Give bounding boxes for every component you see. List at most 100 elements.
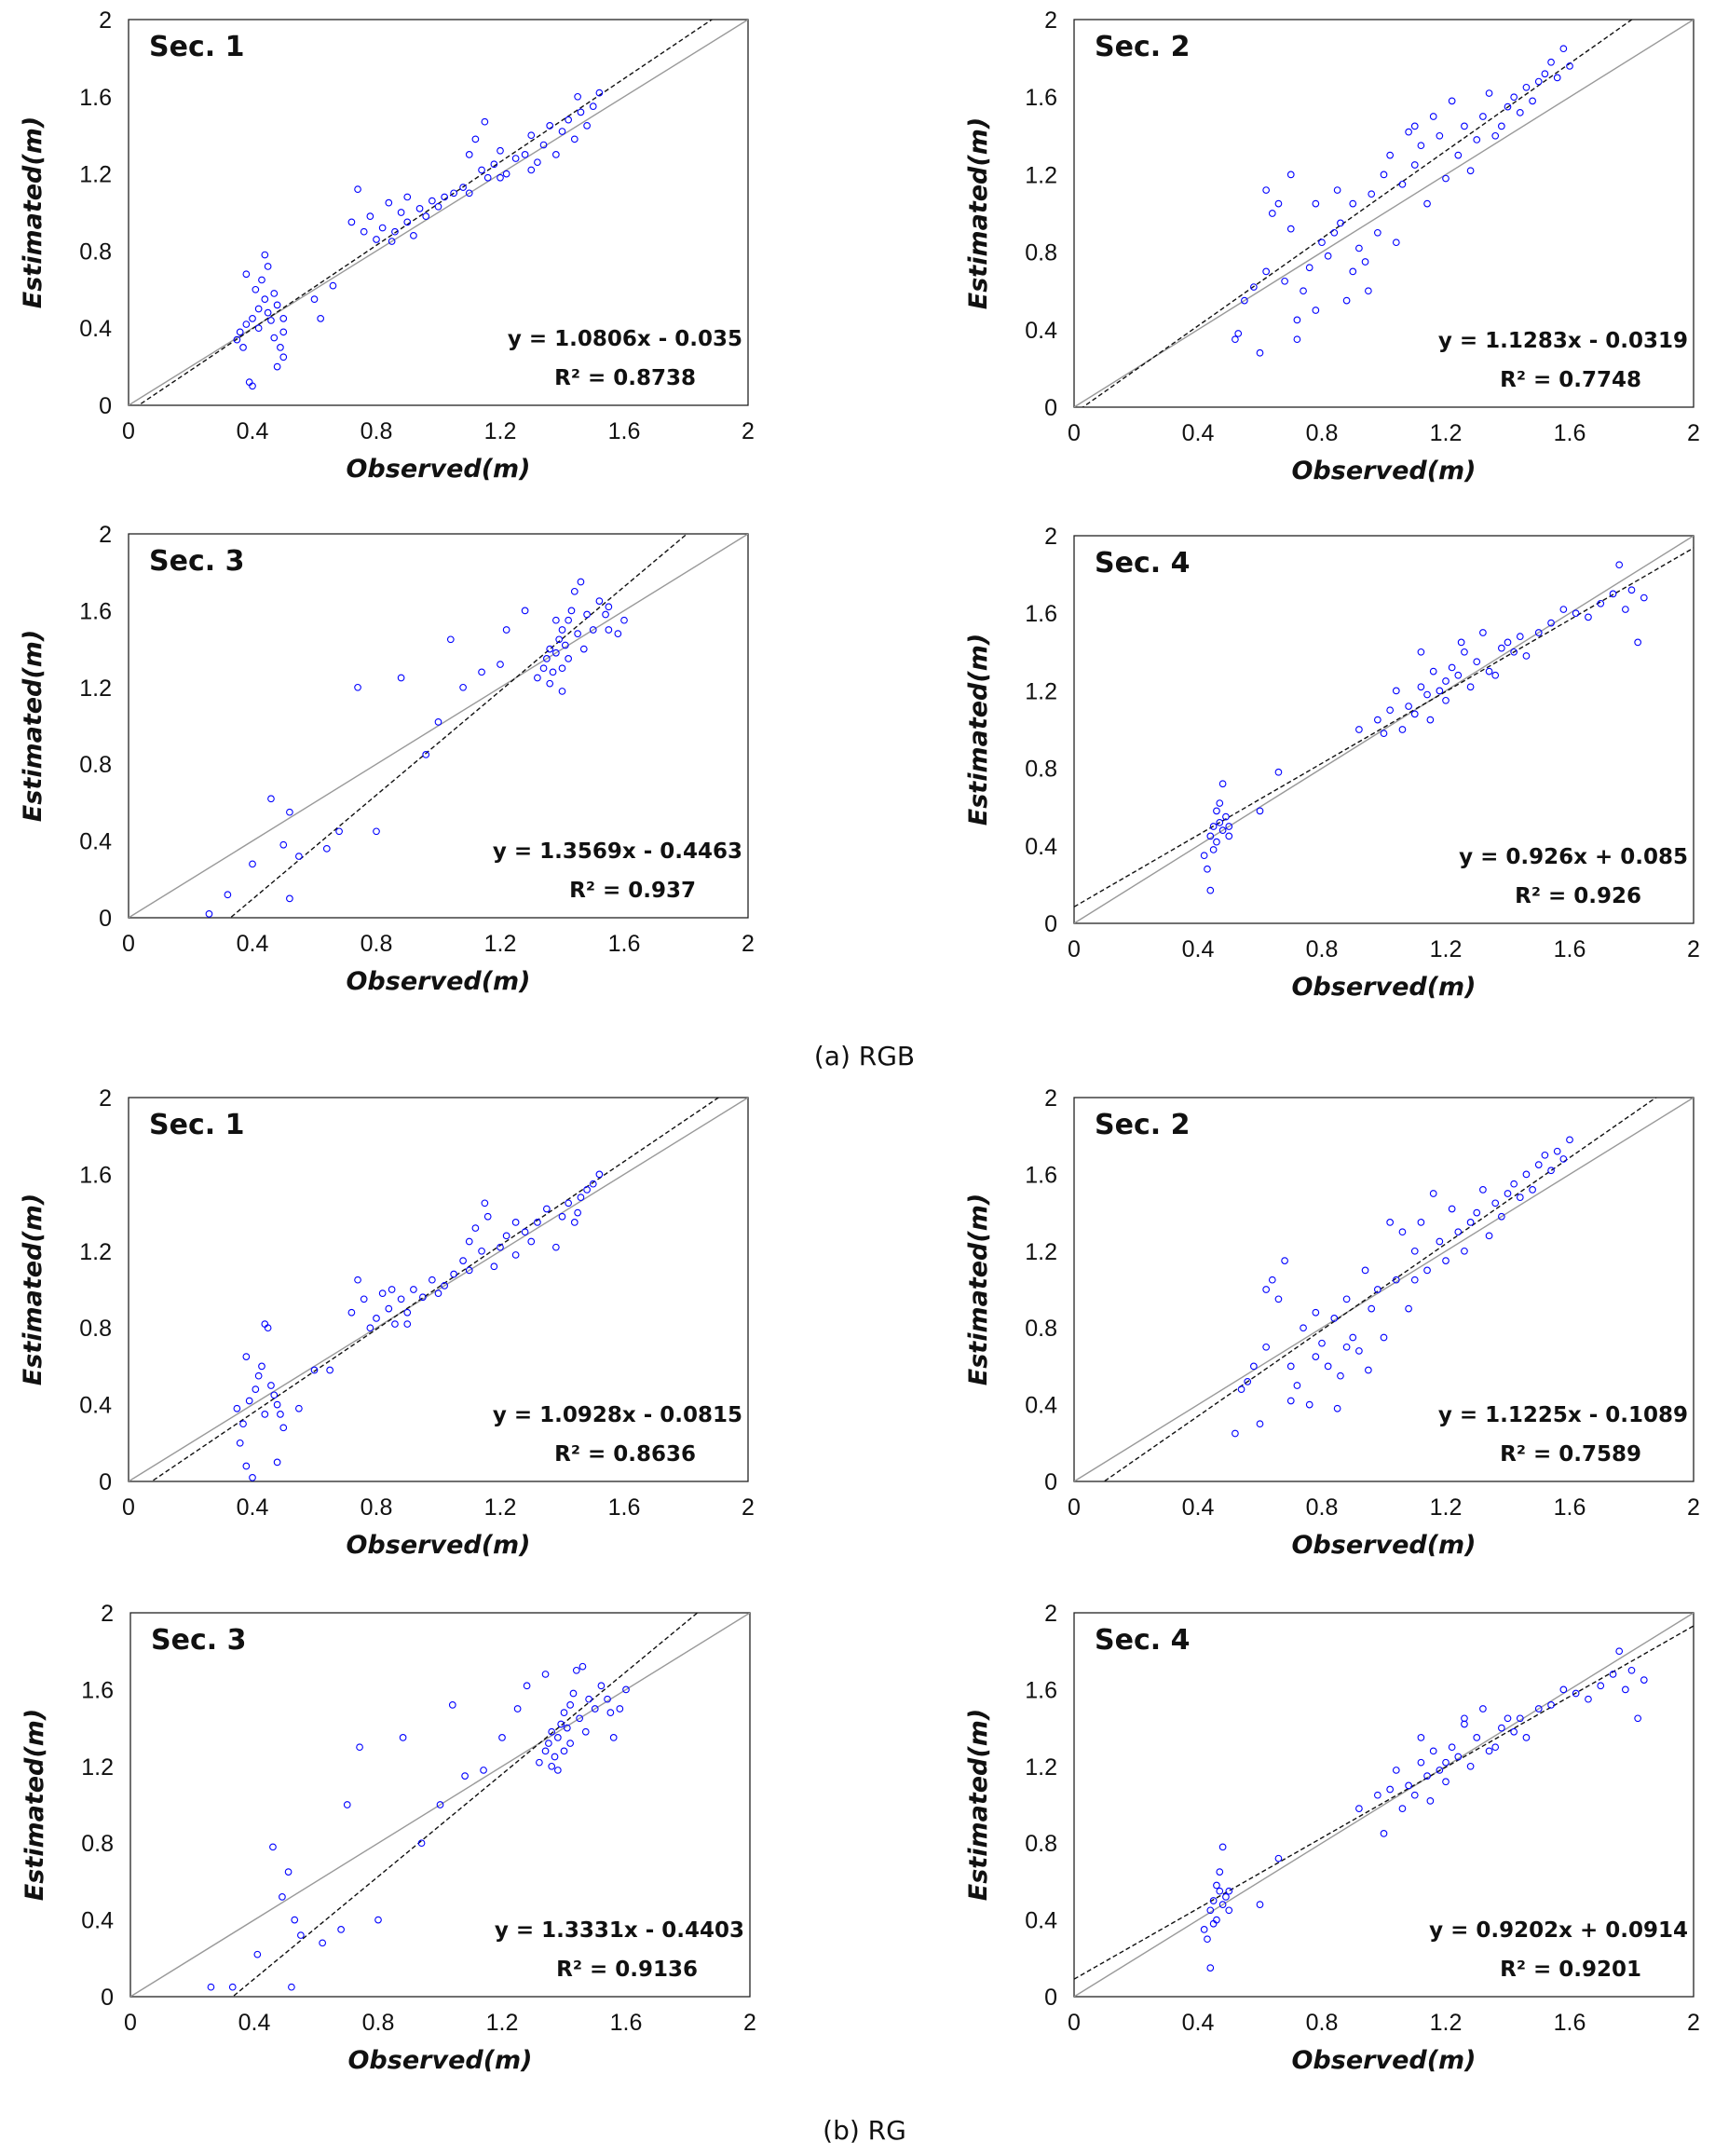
data-point [563,1724,571,1732]
data-point [1423,1772,1431,1780]
data-point [1417,1219,1425,1226]
data-point [1216,799,1224,807]
x-tick-label: 1.2 [1430,2010,1463,2036]
data-point [1365,287,1372,295]
y-axis-label: Estimated(m) [19,116,48,308]
data-point [434,1290,442,1297]
data-point [391,1320,399,1328]
y-axis-label: Estimated(m) [964,634,993,826]
data-point [419,1293,427,1302]
data-point [415,205,424,212]
r-squared-label: R² = 0.7748 [1500,368,1641,392]
data-point [1491,1743,1500,1752]
data-point [1510,1180,1518,1188]
data-point [1491,131,1500,140]
data-point [1410,710,1419,718]
data-point [560,1709,568,1716]
data-point [228,1983,237,1991]
data-point [1218,1901,1227,1908]
x-tick-label: 0 [1068,420,1081,446]
y-tick-label: 2 [1044,1085,1057,1112]
regression-equation: y = 0.926x + 0.085 [1459,845,1688,869]
scatter-panel-2: 00 0.4 0.4 0.8 0.8 1.2 1.2 1.6 1.6 2 2 Observed(m) E… [964,7,1700,485]
data-point [523,1682,531,1690]
y-tick-label: 1.2 [79,162,112,188]
data-point [1318,1339,1326,1347]
data-point [249,1474,256,1481]
x-tick-label: 0.8 [361,418,393,444]
data-point [1466,167,1475,175]
x-tick-label: 0 [1068,1494,1081,1521]
data-point [527,1237,536,1246]
data-point [1244,1378,1252,1385]
data-point [1597,599,1605,607]
x-tick-label: 0.4 [237,1494,269,1521]
data-point [595,1170,604,1179]
x-axis-label: Observed(m) [346,1531,530,1560]
data-point [557,1720,565,1728]
data-point [1380,730,1388,738]
data-point [1429,1190,1437,1197]
data-point [450,189,457,198]
data-point [579,645,588,653]
plot-lines [1074,20,1694,407]
data-point [1225,823,1233,830]
data-point [576,1714,583,1723]
data-point [249,315,256,322]
data-point [1454,1228,1463,1236]
data-point [1373,1286,1382,1293]
data-point [1213,838,1220,846]
y-tick-label: 2 [99,522,112,548]
x-tick-label: 0.8 [361,931,393,957]
data-point [360,227,368,236]
data-point [270,290,279,297]
y-tick-label: 0.4 [81,1908,114,1934]
data-point [1209,1897,1218,1904]
data-point [558,128,566,135]
data-point [434,202,442,211]
y-tick-label: 0 [1044,911,1057,937]
data-point [273,362,281,371]
data-point [1627,1666,1636,1674]
data-point [1522,1734,1531,1741]
data-point [1485,89,1493,97]
x-tick-label: 0.8 [1306,420,1339,446]
data-point [560,1747,568,1755]
data-point [1417,1758,1425,1767]
trendline [1074,547,1694,907]
data-point [546,122,554,130]
data-point [1293,316,1301,324]
data-point [1442,696,1450,704]
data-point [399,1734,407,1741]
data-point [548,1727,556,1736]
data-point [614,630,622,637]
data-point [1216,1887,1224,1895]
data-point [1485,1747,1493,1755]
data-point [541,1671,550,1678]
data-point [397,1295,405,1303]
data-point [1615,1647,1624,1656]
data-point [483,173,492,182]
data-point [622,1685,630,1694]
regression-equation: y = 1.3331x - 0.4403 [495,1918,744,1943]
data-point [1386,151,1394,159]
data-point [354,185,361,194]
data-point [497,661,504,668]
data-point [1417,1734,1425,1741]
data-point [1206,886,1215,894]
r-squared-label: R² = 0.937 [569,879,696,903]
data-point [566,1740,575,1747]
y-tick-label: 0 [1044,1985,1057,2011]
data-point [583,122,591,130]
data-point [1510,93,1518,102]
data-point [264,308,272,317]
regression-equation: y = 0.9202x + 0.0914 [1429,1918,1688,1943]
data-point [1442,1758,1450,1767]
x-tick-label: 2 [1687,420,1700,446]
data-point [249,860,256,868]
y-tick-label: 0.4 [79,316,112,342]
data-point [279,353,288,362]
x-tick-label: 1.6 [608,1494,641,1521]
x-tick-label: 0.4 [1182,420,1215,446]
panel-title: Sec. 1 [149,1109,244,1141]
